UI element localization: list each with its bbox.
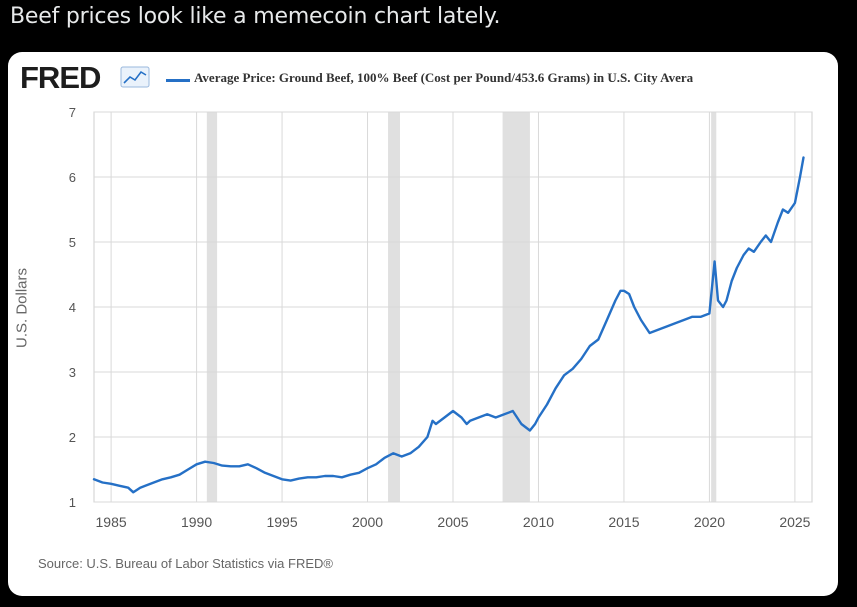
fred-logo: FRED — [20, 60, 101, 95]
x-tick-label-3: 2000 — [352, 514, 383, 530]
y-tick-label-3: 4 — [69, 300, 76, 315]
post-text: Beef prices look like a memecoin chart l… — [10, 4, 501, 29]
x-tick-label-2: 1995 — [266, 514, 297, 530]
series-line-0 — [92, 156, 805, 494]
x-tick-label-8: 2025 — [779, 514, 810, 530]
x-tick-label-7: 2020 — [694, 514, 725, 530]
x-tick-label-1: 1990 — [181, 514, 212, 530]
x-tick-label-6: 2015 — [608, 514, 639, 530]
line-chart: 1 2 3 4 5 6 7 1985 1990 1995 2000 2005 2010 2015 2020 2… — [69, 105, 813, 530]
y-tick-label-6: 7 — [69, 105, 76, 120]
legend-series-name: Average Price: Ground Beef, 100% Beef (C… — [194, 70, 694, 85]
y-tick-label-4: 5 — [69, 235, 76, 250]
x-tick-label-4: 2005 — [437, 514, 468, 530]
y-tick-label-5: 6 — [69, 170, 76, 185]
y-tick-label-1: 2 — [69, 430, 76, 445]
x-tick-label-0: 1985 — [96, 514, 127, 530]
y-tick-label-0: 1 — [69, 495, 76, 510]
legend-swatch — [166, 79, 190, 82]
chart-card: FRED Average Price: Ground Beef, 100% Be… — [8, 52, 838, 596]
line-chart-icon — [120, 66, 150, 88]
source-note: Source: U.S. Bureau of Labor Statistics … — [38, 556, 333, 571]
x-tick-label-5: 2010 — [523, 514, 554, 530]
y-tick-label-2: 3 — [69, 365, 76, 380]
